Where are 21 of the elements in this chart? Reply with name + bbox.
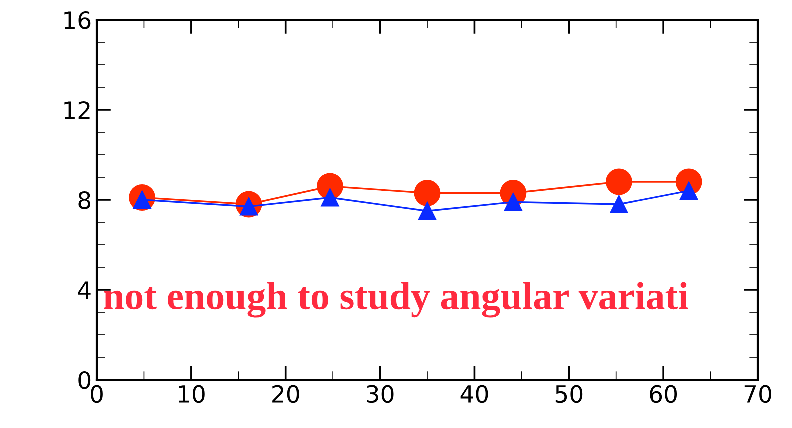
y-tick-label: 16 [64,11,91,30]
point [414,180,441,206]
point [610,195,628,214]
y-tick-label: 8 [78,191,91,210]
point [321,188,340,207]
x-tick-label: 20 [272,385,300,404]
x-tick-label: 40 [460,385,488,404]
point [680,182,698,200]
y-tick-label: 0 [78,371,91,390]
point [504,193,522,212]
x-tick-label: 50 [556,385,583,404]
y-tick-label: 12 [64,101,90,119]
x-tick-label: 10 [179,385,205,404]
x-tick-label: 60 [650,385,678,404]
x-tick-label: 30 [367,385,394,404]
annotation: not enough to study angular variati [104,282,688,318]
x-tick-label: 70 [744,385,772,404]
point [418,202,437,220]
x-tick-label: 0 [91,385,103,404]
y-tick-label: 4 [78,282,91,299]
point [606,168,632,196]
